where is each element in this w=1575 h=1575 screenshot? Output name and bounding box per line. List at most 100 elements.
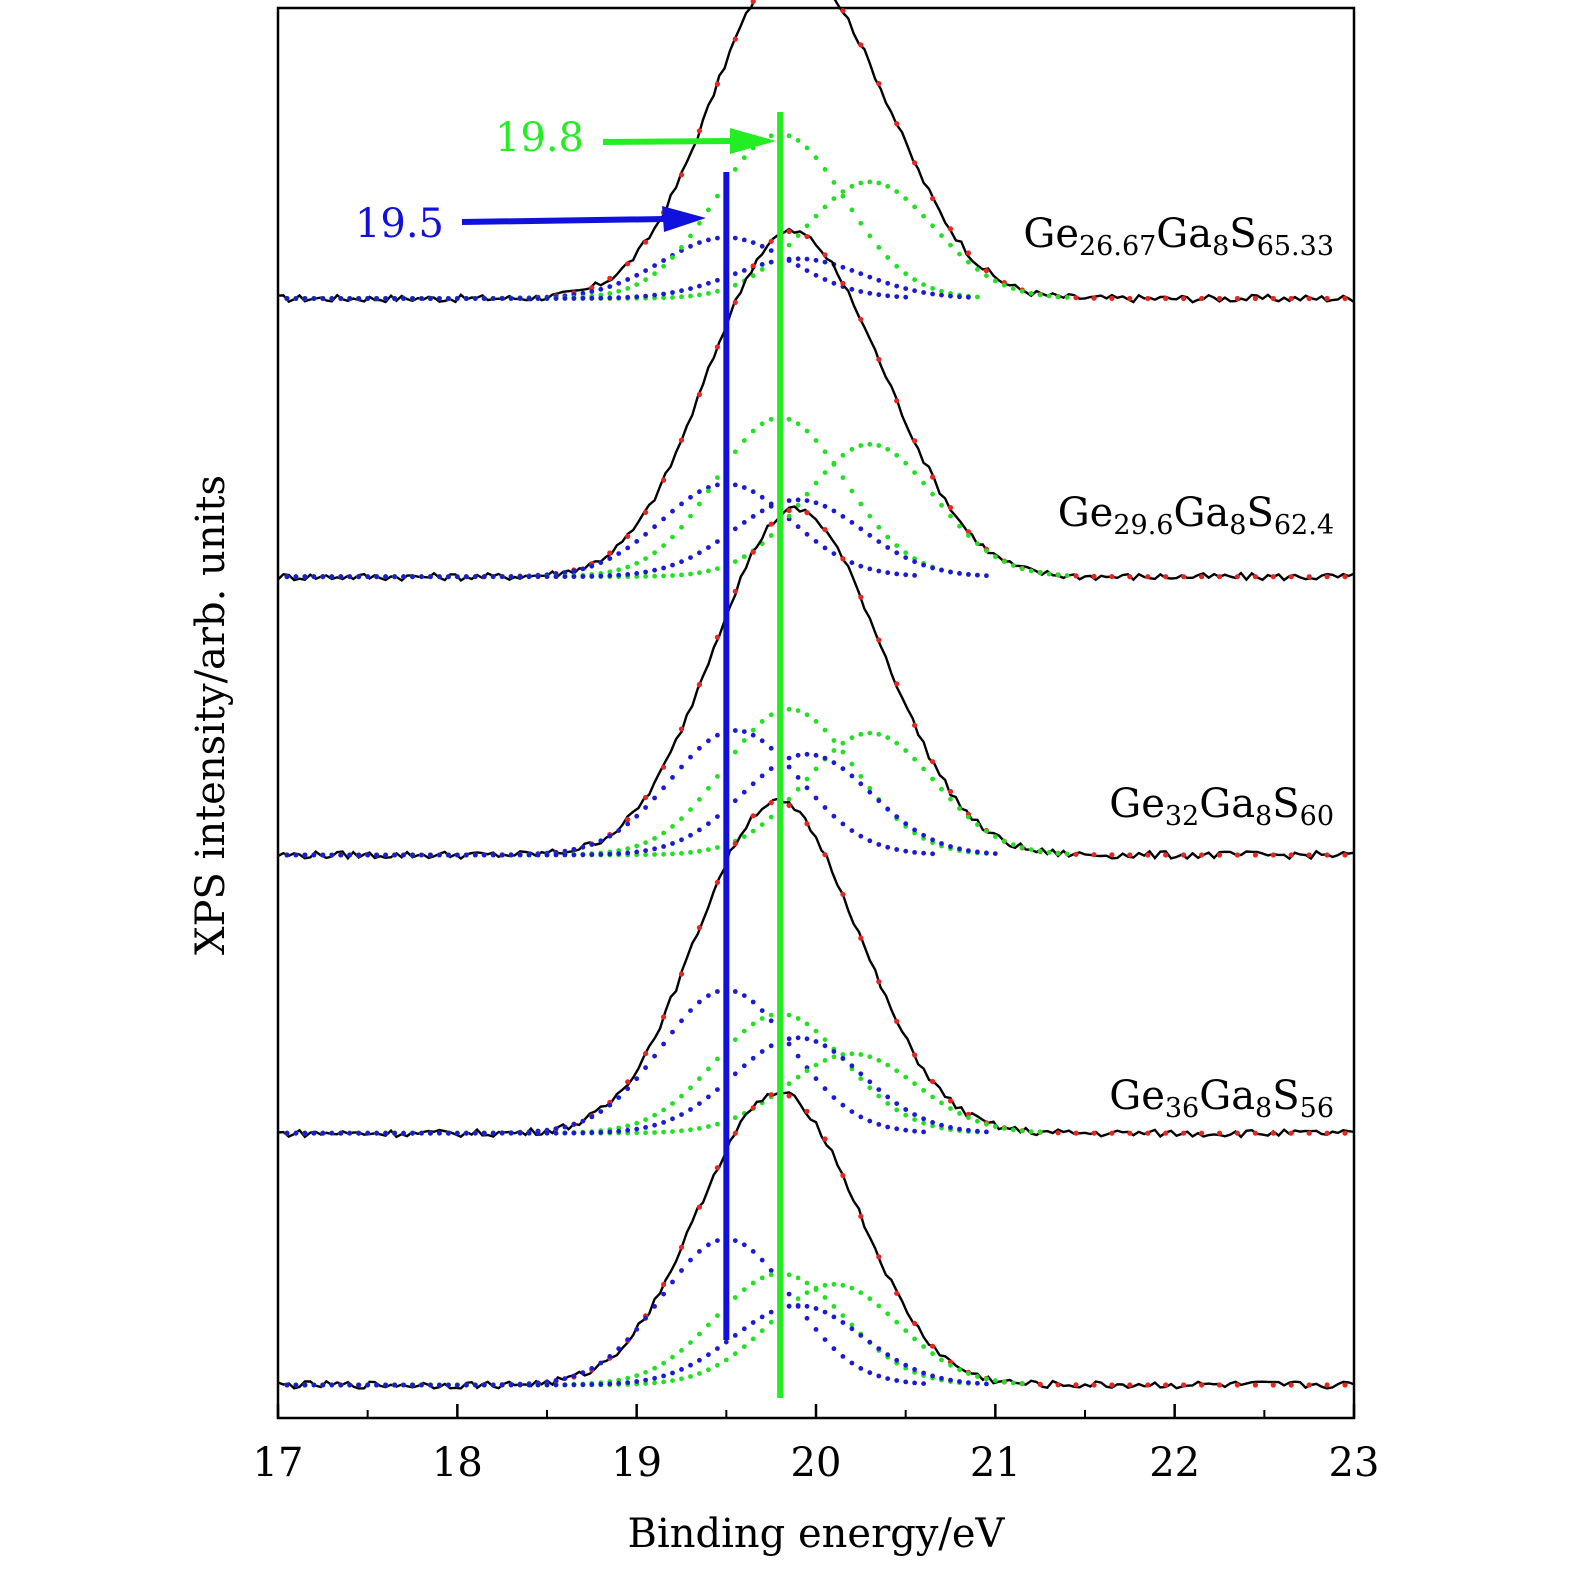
component-point xyxy=(463,574,469,580)
component-point xyxy=(858,220,864,226)
component-point xyxy=(992,1378,998,1383)
component-point xyxy=(903,1362,909,1368)
component-point xyxy=(840,189,846,195)
component-point xyxy=(580,844,586,850)
fit-point xyxy=(912,160,918,166)
component-point xyxy=(975,849,980,855)
component-point xyxy=(831,196,837,202)
component-point xyxy=(849,488,855,494)
component-point xyxy=(706,1066,711,1072)
component-point xyxy=(939,1375,944,1381)
fit-point xyxy=(965,529,972,535)
component-point xyxy=(679,1348,684,1353)
component-point xyxy=(661,844,666,849)
component-point xyxy=(446,852,451,858)
tick-label: 22 xyxy=(1149,1440,1200,1486)
component-point xyxy=(840,821,846,827)
component-point xyxy=(786,1272,792,1278)
component-point xyxy=(383,1130,388,1136)
component-point xyxy=(822,1086,828,1092)
fit-point xyxy=(1216,1382,1223,1388)
component-point xyxy=(912,573,917,578)
component-curve xyxy=(284,706,989,858)
component-point xyxy=(715,814,720,819)
component-point xyxy=(867,441,873,447)
component-point xyxy=(607,1129,613,1135)
fit-point xyxy=(750,813,756,819)
component-point xyxy=(661,543,666,548)
component-point xyxy=(768,745,774,751)
fit-point xyxy=(822,1136,828,1142)
fit-point xyxy=(750,263,756,269)
component-point xyxy=(759,1275,765,1281)
component-point xyxy=(750,781,756,787)
fit-point xyxy=(1091,573,1097,580)
component-point xyxy=(454,1130,460,1136)
component-point xyxy=(750,828,756,834)
component-point xyxy=(840,193,846,199)
component-point xyxy=(912,827,917,833)
component-point xyxy=(750,999,756,1005)
component-point xyxy=(732,798,738,804)
component-point xyxy=(804,1290,810,1296)
component-point xyxy=(652,567,657,573)
fit-point xyxy=(912,1052,918,1058)
component-point xyxy=(930,851,935,857)
component-point xyxy=(858,1076,864,1082)
tick-label: 20 xyxy=(791,1440,842,1486)
component-point xyxy=(706,488,711,494)
fit-dots xyxy=(284,800,1348,1136)
component-point xyxy=(652,852,657,857)
component-point xyxy=(912,850,917,855)
component-point xyxy=(1010,842,1016,848)
fit-point xyxy=(1216,574,1223,580)
component-point xyxy=(670,1370,675,1376)
component-point xyxy=(876,1373,882,1379)
fit-point xyxy=(1270,295,1276,302)
component-point xyxy=(374,1382,379,1388)
component-point xyxy=(598,838,604,844)
component-point xyxy=(553,1382,559,1388)
component-point xyxy=(634,1373,640,1378)
fit-point xyxy=(1127,295,1133,302)
component-point xyxy=(670,1116,675,1122)
component-point xyxy=(688,1257,693,1263)
fit-point xyxy=(1181,1382,1187,1388)
fit-point xyxy=(1342,1382,1348,1388)
component-point xyxy=(652,836,657,841)
component-point xyxy=(849,520,855,525)
component-point xyxy=(661,1291,666,1297)
component-point xyxy=(1046,571,1052,577)
component-curve xyxy=(284,1271,971,1388)
component-point xyxy=(562,1130,568,1136)
component-point xyxy=(1001,559,1007,564)
annotation-19-8: 19.8 xyxy=(495,115,584,161)
component-point xyxy=(984,828,989,834)
component-point xyxy=(840,264,846,270)
component-point xyxy=(652,1122,657,1128)
fit-point xyxy=(1234,852,1240,858)
component-point xyxy=(975,1128,980,1134)
component-point xyxy=(284,1130,290,1136)
component-point xyxy=(921,213,926,219)
component-point xyxy=(957,251,962,257)
component-point xyxy=(876,443,882,448)
component-point xyxy=(750,273,756,279)
component-point xyxy=(984,1129,989,1135)
arrow-head-19-8 xyxy=(730,128,776,154)
component-point xyxy=(768,503,774,509)
component-point xyxy=(706,738,711,744)
component-point xyxy=(840,475,846,480)
component-point xyxy=(948,1125,953,1130)
component-point xyxy=(535,296,541,301)
fit-point xyxy=(1037,1381,1043,1387)
fit-point xyxy=(1163,1130,1169,1136)
component-point xyxy=(302,296,308,301)
component-point xyxy=(912,1336,917,1342)
component-point xyxy=(741,1242,747,1248)
component-point xyxy=(759,267,765,272)
tick-label: 19 xyxy=(611,1440,662,1486)
component-point xyxy=(975,541,980,547)
component-point xyxy=(741,438,747,443)
fit-point xyxy=(1163,852,1169,858)
